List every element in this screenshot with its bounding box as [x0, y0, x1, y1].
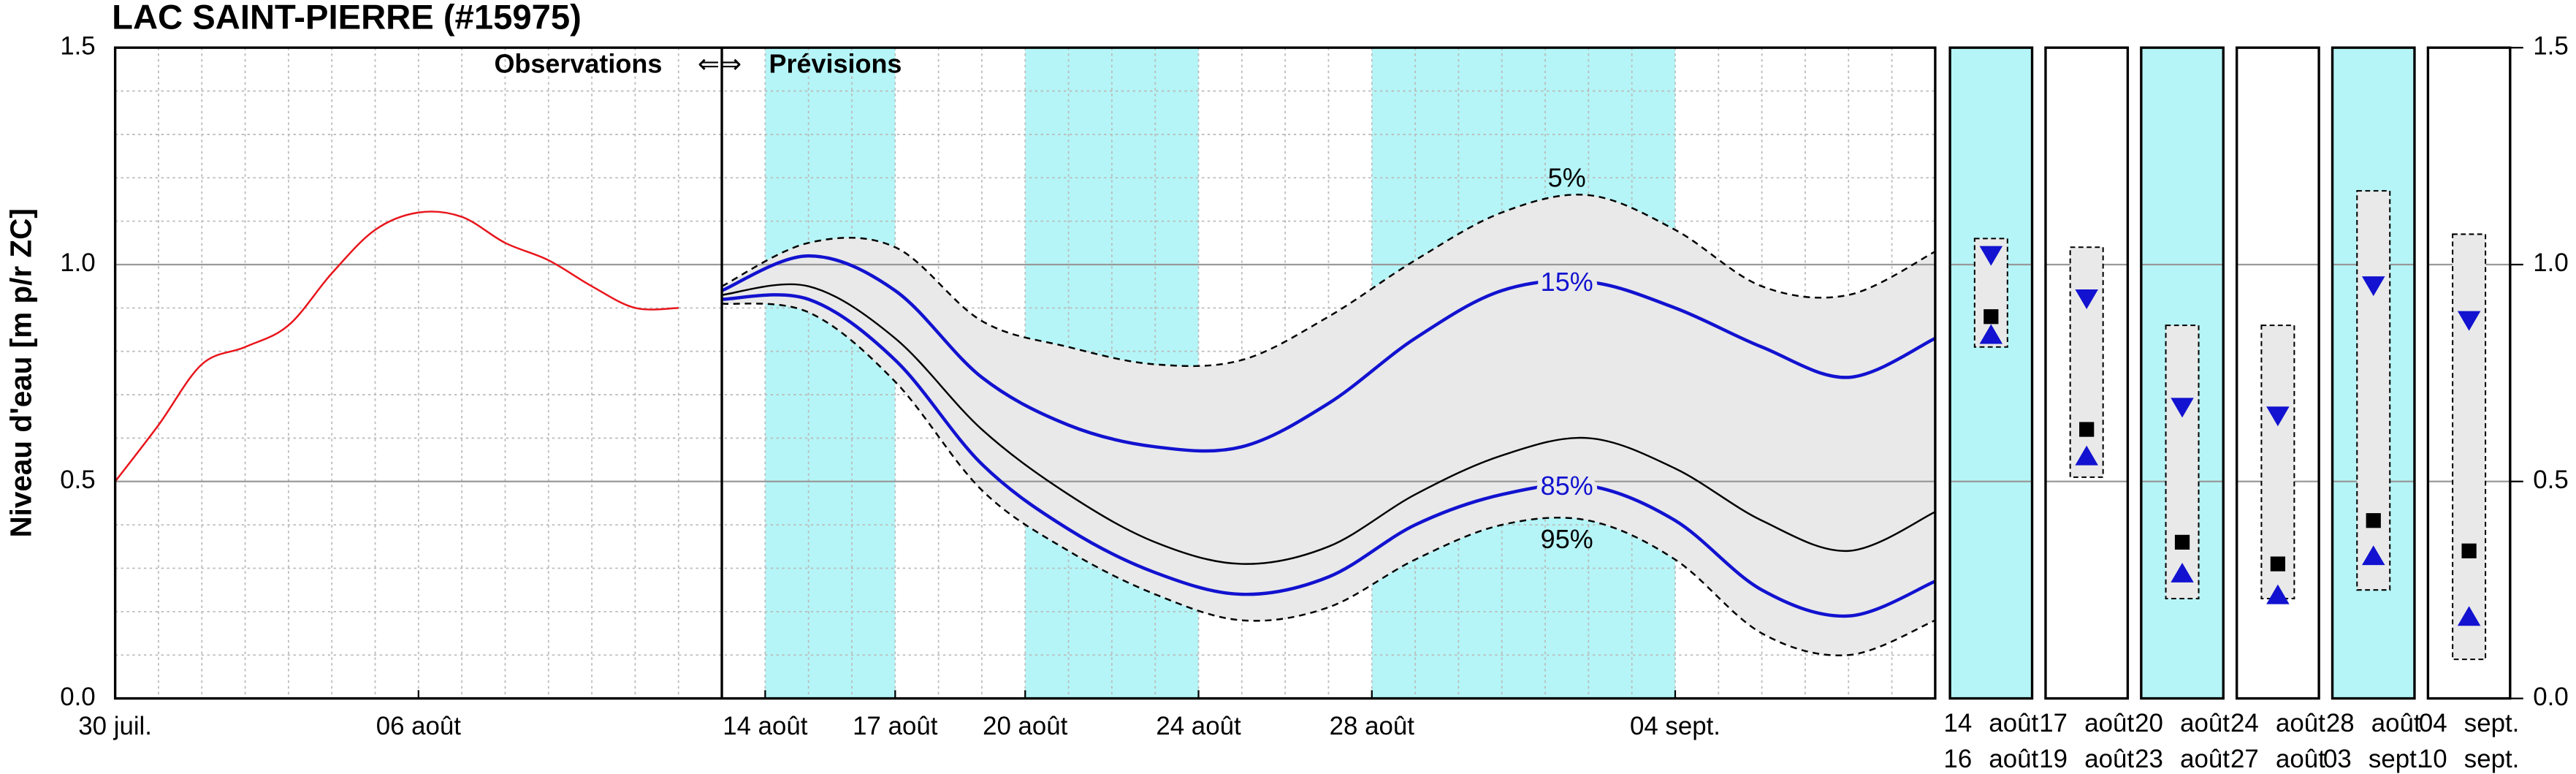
y-tick-label: 1.5	[2533, 31, 2568, 60]
forecast-range	[722, 194, 1935, 656]
y-axis-label: Niveau d'eau [m p/r ZC]	[4, 208, 37, 537]
window-frame	[2140, 46, 2225, 700]
window-median	[1984, 309, 1999, 325]
window-end: 27 août	[2230, 745, 2325, 773]
window-q85	[2171, 562, 2194, 583]
window-range	[2069, 246, 2104, 478]
forecast-line	[721, 303, 1936, 656]
x-tick-label: 28 août	[1330, 712, 1415, 740]
y-tick-label: 0.5	[2533, 466, 2568, 494]
x-tick-label: 14 août	[723, 712, 808, 740]
x-tick-label: 24 août	[1156, 712, 1241, 740]
forecast-line	[721, 254, 1936, 453]
x-tick-label: 04 sept.	[1630, 712, 1720, 740]
observed-line	[114, 210, 679, 482]
window-start: 28 août	[2326, 709, 2421, 737]
window-median	[2461, 543, 2477, 558]
window-q15	[2266, 406, 2290, 427]
series-label: 5%	[1548, 162, 1586, 192]
forecast-band	[765, 48, 896, 699]
chart-title: LAC SAINT-PIERRE (#15975)	[112, 0, 582, 37]
window-panel	[1950, 48, 2032, 699]
window-median	[2366, 513, 2381, 528]
window-start: 24 août	[2230, 709, 2325, 737]
window-q85	[2266, 584, 2290, 604]
window-start: 20 août	[2135, 709, 2230, 737]
window-q15	[2171, 398, 2194, 418]
window-range	[2356, 190, 2391, 591]
y-tick-label: 1.0	[2533, 248, 2568, 277]
forecast-line	[721, 283, 1936, 565]
window-q15	[2075, 289, 2098, 309]
series-label: 85%	[1541, 471, 1593, 501]
annotation: Observations	[494, 48, 662, 78]
window-q15	[1979, 246, 2003, 266]
window-q15	[2362, 276, 2385, 297]
window-frame	[2426, 46, 2512, 700]
window-start: 14 août	[1943, 709, 2038, 737]
window-frame	[2235, 46, 2320, 700]
series-label: 95%	[1541, 524, 1593, 554]
forecast-line	[722, 293, 1936, 618]
y-tick-label: 1.0	[60, 248, 95, 277]
window-q85	[2075, 445, 2098, 466]
window-median	[2079, 422, 2095, 437]
window-q85	[1979, 324, 2003, 344]
window-end: 16 août	[1943, 745, 2038, 773]
window-start: 04 sept.	[2419, 709, 2519, 737]
x-tick-label: 06 août	[376, 712, 462, 740]
annotation: ⇐⇒	[698, 48, 742, 78]
window-frame	[2044, 46, 2130, 700]
y-tick-label: 0.0	[2533, 683, 2568, 711]
window-end: 23 août	[2135, 745, 2230, 773]
window-median	[2174, 534, 2190, 550]
window-end: 03 sept.	[2323, 745, 2423, 773]
window-frame	[2331, 46, 2416, 700]
y-tick-label: 1.5	[60, 31, 95, 60]
annotation: Prévisions	[769, 48, 902, 78]
x-tick-label: 17 août	[853, 712, 938, 740]
y-tick-label: 0.0	[60, 683, 95, 711]
window-q85	[2457, 606, 2481, 626]
window-median	[2270, 556, 2286, 572]
window-q15	[2457, 311, 2481, 331]
x-tick-label: 20 août	[983, 712, 1068, 740]
window-start: 17 août	[2039, 709, 2134, 737]
window-range	[2165, 325, 2200, 600]
window-end: 19 août	[2039, 745, 2134, 773]
window-end: 10 sept.	[2419, 745, 2519, 773]
x-tick-label: 30 juil.	[78, 712, 152, 740]
window-q85	[2362, 545, 2385, 566]
window-frame	[1948, 46, 2034, 700]
y-tick-label: 0.5	[60, 466, 95, 494]
series-label: 15%	[1541, 267, 1593, 297]
window-range	[2452, 233, 2487, 661]
